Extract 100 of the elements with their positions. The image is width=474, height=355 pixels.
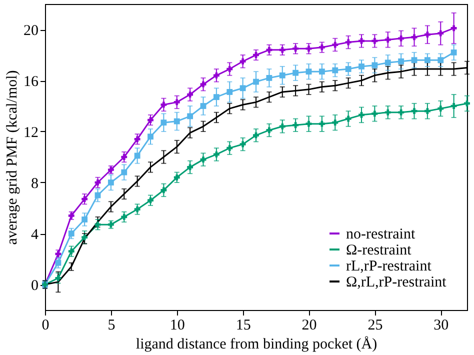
point <box>148 134 154 140</box>
x-tick-label: 15 <box>236 318 251 334</box>
point <box>345 66 352 72</box>
point <box>332 42 338 48</box>
point <box>424 57 430 64</box>
point <box>240 141 246 148</box>
x-axis-title: ligand distance from binding pocket (Å) <box>136 336 378 352</box>
y-tick-label: 4 <box>31 227 39 243</box>
point <box>55 275 62 282</box>
point <box>121 169 128 176</box>
point <box>68 248 74 254</box>
point <box>398 58 404 64</box>
point <box>306 68 312 75</box>
point <box>68 230 74 236</box>
point <box>306 46 312 52</box>
point <box>384 109 391 116</box>
point <box>345 39 352 46</box>
point <box>424 108 430 114</box>
point <box>345 116 352 122</box>
point <box>292 46 299 52</box>
point <box>372 110 378 117</box>
x-tick-label: 10 <box>170 318 185 334</box>
point <box>160 102 167 108</box>
point <box>266 127 272 134</box>
point <box>174 174 180 180</box>
point <box>134 136 140 142</box>
point <box>174 99 180 106</box>
point <box>279 46 286 53</box>
point <box>438 57 444 64</box>
point <box>94 180 101 186</box>
point <box>200 103 206 109</box>
point <box>358 64 364 70</box>
point <box>266 74 272 81</box>
point <box>438 30 444 36</box>
point <box>424 32 430 38</box>
y-tick-label: 12 <box>24 125 38 141</box>
point <box>240 85 246 92</box>
point <box>226 89 233 95</box>
point <box>108 180 114 186</box>
point <box>411 34 418 40</box>
point <box>450 25 457 32</box>
point <box>213 72 220 78</box>
point <box>372 62 378 68</box>
point <box>200 156 206 163</box>
point <box>292 122 299 128</box>
x-tick-label: 30 <box>434 318 449 334</box>
point <box>240 58 246 64</box>
point <box>292 70 299 76</box>
point <box>82 234 88 240</box>
point <box>187 164 194 170</box>
y-tick-label: 8 <box>31 176 38 192</box>
point <box>438 106 444 112</box>
point <box>121 154 128 160</box>
point <box>253 132 259 138</box>
point <box>450 49 457 56</box>
point <box>174 118 180 124</box>
y-tick-label: 0 <box>31 278 38 294</box>
point <box>306 120 312 127</box>
point <box>266 46 272 53</box>
point <box>134 152 140 159</box>
legend-label: Ω,rL,rP-restraint <box>346 274 448 290</box>
legend-label: no-restraint <box>346 226 416 242</box>
point <box>82 196 88 202</box>
point <box>55 260 62 266</box>
point <box>213 94 220 100</box>
point <box>372 38 378 44</box>
point <box>279 123 286 130</box>
x-tick-label: 20 <box>302 318 317 334</box>
point <box>318 44 325 50</box>
legend-label: Ω-restraint <box>346 242 412 258</box>
point <box>411 108 418 114</box>
point <box>332 67 338 74</box>
point <box>148 197 154 204</box>
point <box>226 66 233 72</box>
x-tick-label: 5 <box>108 318 116 334</box>
y-tick-label: 20 <box>24 23 38 39</box>
y-tick-label: 16 <box>24 74 39 90</box>
point <box>358 112 364 118</box>
point <box>398 35 404 42</box>
point <box>160 120 167 126</box>
point <box>94 222 101 228</box>
point <box>121 214 128 220</box>
point <box>384 36 391 43</box>
point <box>226 145 233 152</box>
point <box>108 166 114 173</box>
point <box>398 109 404 116</box>
point <box>318 68 325 75</box>
point <box>332 120 338 126</box>
legend-label: rL,rP-restraint <box>346 258 432 274</box>
x-tick-label: 25 <box>368 318 383 334</box>
point <box>187 113 194 120</box>
point <box>384 60 391 66</box>
y-axis-title: average grid PMF (kcal/mol) <box>4 70 20 245</box>
point <box>450 103 457 109</box>
point <box>200 81 206 88</box>
point <box>279 72 286 78</box>
point <box>411 57 418 64</box>
x-tick-label: 0 <box>42 318 50 334</box>
point <box>253 78 259 85</box>
point <box>134 206 140 212</box>
